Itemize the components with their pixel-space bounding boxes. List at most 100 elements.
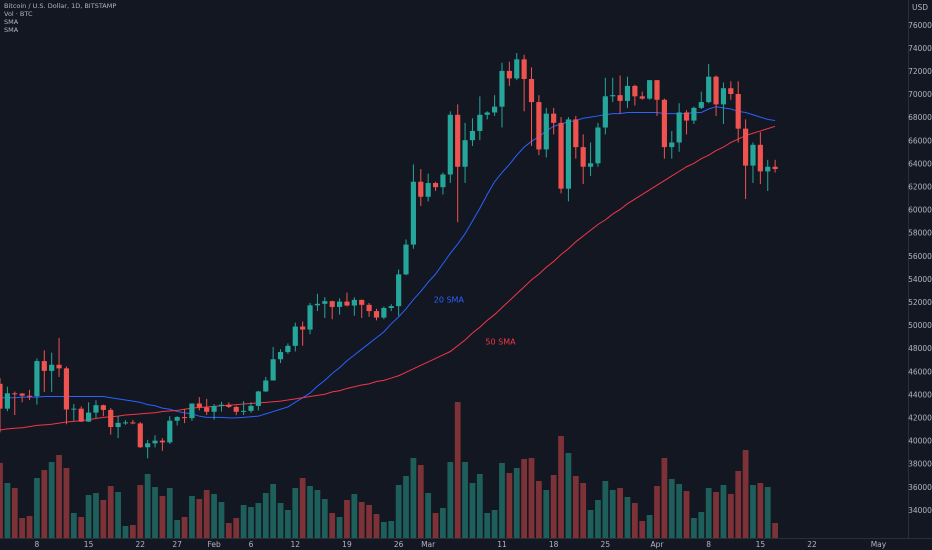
candle-body	[145, 443, 151, 448]
candle-body	[506, 70, 512, 79]
x-tick-label: May	[871, 540, 887, 549]
candle-body	[765, 166, 771, 172]
volume-bar	[654, 486, 660, 538]
candle-body	[366, 304, 372, 312]
candle-body	[418, 181, 424, 197]
y-tick-label: 44000	[908, 390, 932, 399]
volume-bar	[233, 518, 240, 538]
volume-bar	[484, 513, 491, 538]
volume-bar	[676, 484, 683, 538]
volume-bar	[713, 492, 719, 538]
volume-bar	[602, 481, 609, 538]
y-tick-label: 60000	[908, 206, 932, 215]
candle-body	[263, 380, 269, 392]
candle-body	[63, 368, 70, 410]
legend-sma: SMA	[4, 18, 19, 26]
candle-body	[492, 106, 498, 113]
volume-bar	[70, 513, 77, 538]
volume-bar	[395, 485, 402, 538]
legend-sma: SMA	[4, 26, 19, 34]
volume-bar	[115, 492, 121, 538]
y-tick-label: 74000	[908, 44, 932, 53]
candle-body	[595, 127, 601, 164]
volume-bar	[587, 510, 594, 538]
volume-bar	[4, 483, 11, 538]
volume-bar	[203, 490, 210, 538]
x-tick-label: 27	[172, 540, 182, 549]
candle-body	[12, 393, 18, 395]
candle-body	[314, 303, 321, 306]
candle-body	[122, 422, 129, 424]
candle-body	[462, 140, 468, 167]
volume-bar	[617, 488, 623, 538]
volume-bar	[536, 481, 542, 538]
candle-body	[307, 305, 313, 330]
candle-body	[528, 78, 535, 103]
candle-body	[720, 88, 727, 105]
y-tick-label: 34000	[908, 506, 932, 515]
candle-body	[676, 112, 682, 143]
candle-body	[743, 128, 749, 166]
candle-body	[181, 417, 188, 419]
y-tick-label: 62000	[908, 183, 932, 192]
x-tick-label: 8	[706, 540, 711, 549]
candle-body	[34, 361, 40, 397]
x-tick-label: 26	[394, 540, 404, 549]
candle-body	[100, 405, 106, 410]
candle-body	[93, 405, 99, 413]
candle-body	[551, 113, 557, 123]
candle-body	[277, 352, 284, 360]
volume-bar	[152, 487, 158, 538]
candle-body	[26, 395, 33, 397]
volume-bar	[705, 488, 712, 538]
volume-bar	[19, 518, 26, 538]
candle-body	[381, 307, 387, 318]
candle-body	[624, 85, 631, 101]
candle-body	[558, 122, 564, 189]
volume-bar	[727, 494, 734, 538]
y-tick-label: 76000	[908, 21, 932, 30]
candle-body	[130, 422, 136, 424]
volume-bar	[462, 462, 468, 538]
candle-body	[108, 409, 114, 428]
volume-bar	[211, 494, 217, 538]
volume-bar	[491, 510, 498, 538]
volume-bar	[78, 517, 85, 538]
candle-body	[602, 96, 608, 128]
candle-body	[632, 85, 638, 97]
y-tick-label: 46000	[908, 367, 932, 376]
volume-bar	[750, 485, 756, 538]
candle-body	[654, 80, 660, 100]
volume-bar	[417, 465, 424, 538]
candle-body	[440, 174, 446, 188]
volume-bar	[720, 485, 727, 538]
candle-body	[410, 181, 416, 245]
candle-body	[683, 112, 690, 121]
y-tick-label: 52000	[908, 298, 932, 307]
volume-bar	[329, 513, 336, 538]
candle-body	[728, 88, 734, 94]
volume-bar	[137, 485, 144, 538]
volume-bar	[772, 523, 779, 538]
candle-body	[226, 404, 232, 407]
candle-body	[573, 119, 579, 148]
volume-bar	[225, 523, 232, 538]
volume-bar	[432, 513, 439, 538]
candle-body	[204, 407, 210, 412]
candle-body	[499, 70, 505, 107]
volume-bar	[595, 500, 601, 538]
volume-bar	[292, 488, 299, 538]
volume-bar	[358, 502, 365, 538]
y-tick-label: 40000	[908, 437, 932, 446]
candle-body	[514, 59, 520, 79]
candle-body	[477, 114, 483, 131]
legend-volume: Vol · BTC	[4, 10, 33, 18]
y-tick-label: 68000	[908, 113, 932, 122]
volume-bar	[661, 458, 668, 538]
volume-bar	[85, 495, 92, 538]
candle-body	[167, 420, 173, 443]
volume-bar	[107, 486, 114, 538]
candle-body	[587, 163, 594, 167]
annotation: 50 SMA	[485, 337, 516, 346]
candle-body	[388, 306, 394, 308]
